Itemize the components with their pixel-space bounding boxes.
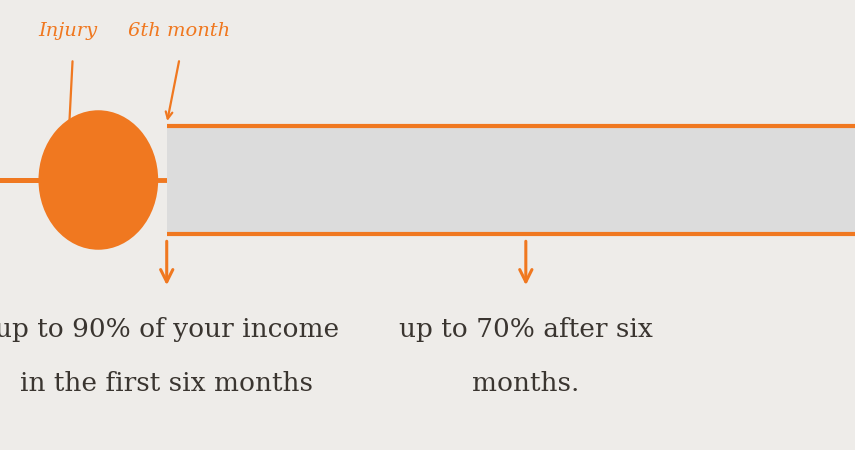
Text: 6th month: 6th month: [128, 22, 231, 40]
Text: in the first six months: in the first six months: [21, 371, 313, 396]
Text: up to 90% of your income: up to 90% of your income: [0, 317, 339, 342]
Ellipse shape: [38, 110, 158, 250]
Text: Injury: Injury: [38, 22, 97, 40]
Text: up to 70% after six: up to 70% after six: [399, 317, 652, 342]
Text: months.: months.: [472, 371, 580, 396]
Bar: [167, 126, 855, 234]
